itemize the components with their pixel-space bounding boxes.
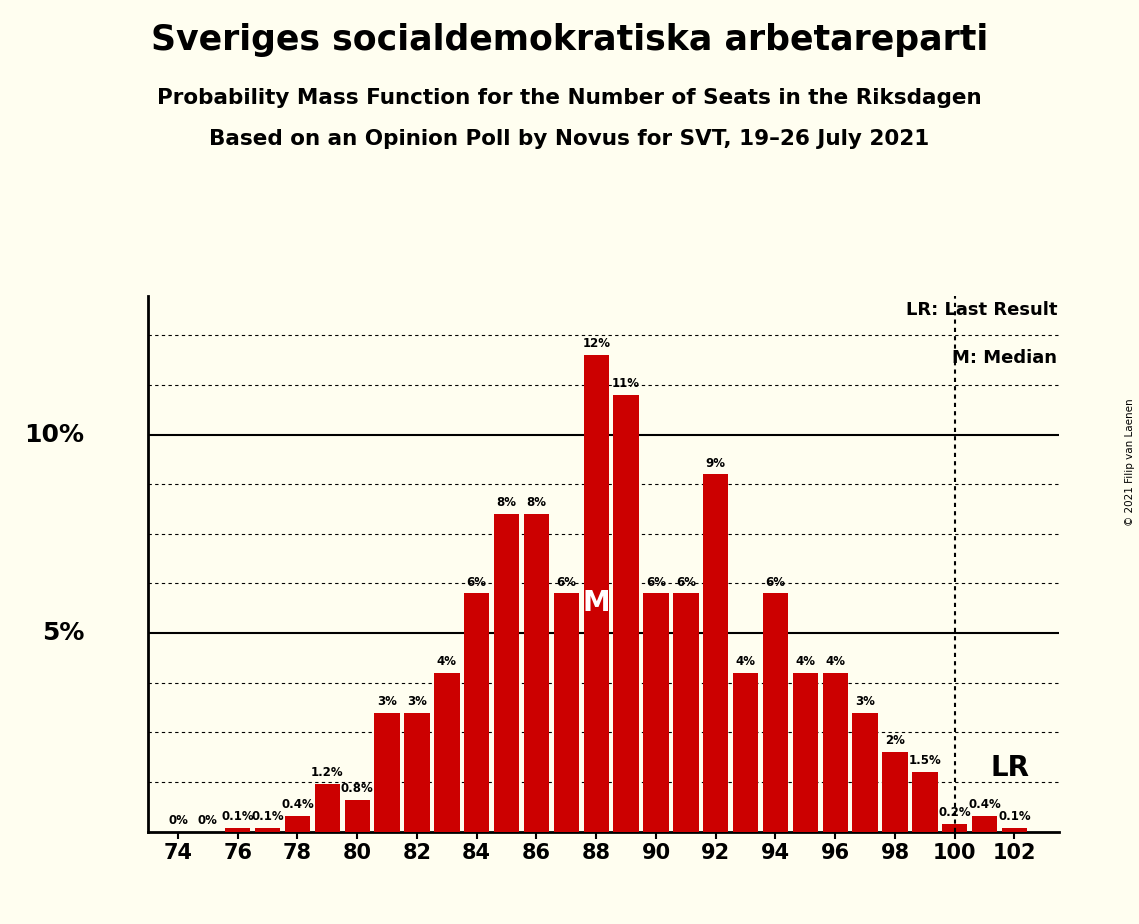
Bar — [314, 784, 341, 832]
Text: 8%: 8% — [497, 496, 517, 509]
Text: 0.2%: 0.2% — [939, 806, 972, 819]
Text: 0%: 0% — [198, 814, 218, 827]
Text: 1.2%: 1.2% — [311, 766, 344, 779]
Text: M: Median: M: Median — [952, 349, 1057, 367]
Bar — [644, 593, 669, 832]
Bar — [226, 828, 251, 832]
Bar — [793, 673, 818, 832]
Bar — [554, 593, 579, 832]
Text: 6%: 6% — [765, 576, 786, 589]
Text: Sveriges socialdemokratiska arbetareparti: Sveriges socialdemokratiska arbetarepart… — [150, 23, 989, 57]
Text: 0%: 0% — [169, 814, 188, 827]
Text: 5%: 5% — [42, 621, 84, 645]
Bar — [344, 800, 370, 832]
Bar — [434, 673, 459, 832]
Bar — [285, 816, 310, 832]
Text: 6%: 6% — [467, 576, 486, 589]
Text: 0.8%: 0.8% — [341, 782, 374, 795]
Text: © 2021 Filip van Laenen: © 2021 Filip van Laenen — [1125, 398, 1134, 526]
Bar — [583, 355, 609, 832]
Text: 6%: 6% — [646, 576, 666, 589]
Text: 0.1%: 0.1% — [221, 809, 254, 823]
Bar — [942, 823, 967, 832]
Bar — [255, 828, 280, 832]
Text: 3%: 3% — [855, 695, 875, 708]
Bar — [1002, 828, 1027, 832]
Text: 4%: 4% — [736, 655, 755, 668]
Bar — [673, 593, 698, 832]
Bar — [972, 816, 998, 832]
Bar — [464, 593, 490, 832]
Text: M: M — [582, 589, 611, 617]
Bar — [883, 752, 908, 832]
Text: 11%: 11% — [612, 377, 640, 390]
Text: 2%: 2% — [885, 735, 904, 748]
Text: 0.1%: 0.1% — [998, 809, 1031, 823]
Bar — [732, 673, 759, 832]
Text: 4%: 4% — [795, 655, 816, 668]
Text: 6%: 6% — [675, 576, 696, 589]
Bar — [852, 712, 878, 832]
Bar — [375, 712, 400, 832]
Text: 0.1%: 0.1% — [252, 809, 284, 823]
Text: 1.5%: 1.5% — [909, 754, 941, 767]
Text: 9%: 9% — [706, 456, 726, 469]
Text: 3%: 3% — [377, 695, 398, 708]
Text: 0.4%: 0.4% — [281, 798, 314, 811]
Text: Based on an Opinion Poll by Novus for SVT, 19–26 July 2021: Based on an Opinion Poll by Novus for SV… — [210, 129, 929, 150]
Bar — [703, 474, 729, 832]
Text: 8%: 8% — [526, 496, 547, 509]
Bar — [763, 593, 788, 832]
Text: 4%: 4% — [437, 655, 457, 668]
Bar — [524, 514, 549, 832]
Text: LR: Last Result: LR: Last Result — [906, 301, 1057, 319]
Text: 4%: 4% — [825, 655, 845, 668]
Text: 3%: 3% — [407, 695, 427, 708]
Bar — [494, 514, 519, 832]
Text: Probability Mass Function for the Number of Seats in the Riksdagen: Probability Mass Function for the Number… — [157, 88, 982, 108]
Text: LR: LR — [991, 754, 1030, 782]
Bar — [822, 673, 847, 832]
Bar — [912, 772, 937, 832]
Text: 12%: 12% — [582, 337, 611, 350]
Text: 10%: 10% — [24, 422, 84, 446]
Bar — [614, 395, 639, 832]
Text: 0.4%: 0.4% — [968, 798, 1001, 811]
Bar — [404, 712, 429, 832]
Text: 6%: 6% — [556, 576, 576, 589]
